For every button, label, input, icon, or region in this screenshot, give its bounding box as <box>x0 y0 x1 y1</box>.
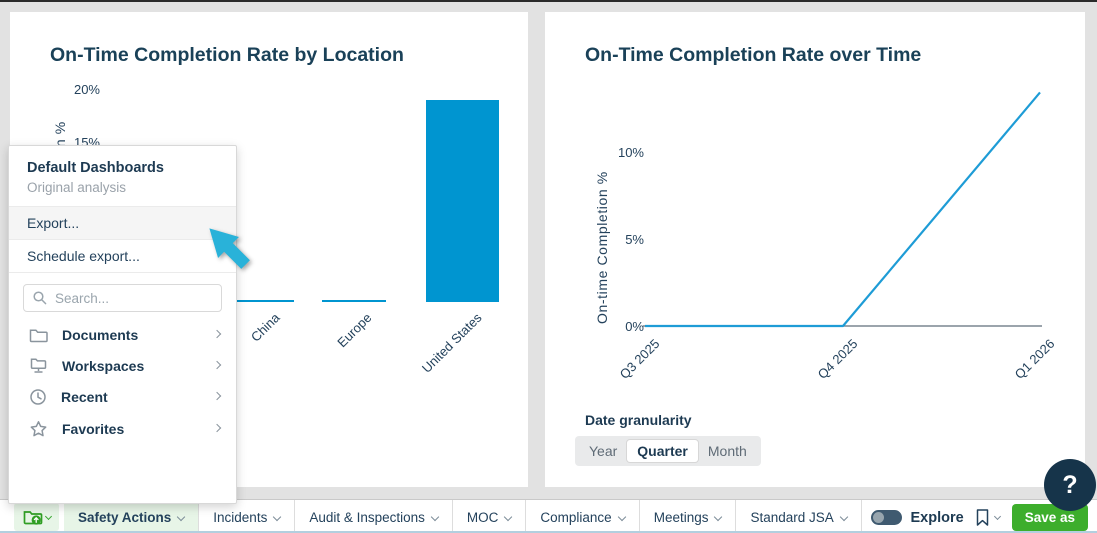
right-ytick-5: 5% <box>625 232 644 247</box>
time-chart-title: On-Time Completion Rate over Time <box>585 44 922 66</box>
chevron-down-icon <box>839 512 849 521</box>
chevron-right-icon <box>212 329 222 339</box>
dashboard-tab-bar: Safety Actions Incidents Audit & Inspect… <box>0 499 1097 533</box>
help-button[interactable]: ? <box>1044 459 1096 511</box>
granularity-quarter-button[interactable]: Quarter <box>627 440 698 462</box>
menu-item-label: Recent <box>61 389 108 405</box>
menu-item-recent[interactable]: Recent <box>9 381 236 413</box>
menu-item-label: Favorites <box>62 421 125 437</box>
menu-header: Default Dashboards <box>27 160 164 176</box>
explore-label: Explore <box>910 509 964 526</box>
granularity-year-button[interactable]: Year <box>589 443 618 459</box>
dashboard-dropdown-menu: Default Dashboards Original analysis Exp… <box>8 145 237 504</box>
chevron-down-icon <box>273 512 282 521</box>
search-icon <box>33 291 47 305</box>
tab-label: Meetings <box>653 510 709 525</box>
chevron-down-icon <box>177 512 186 521</box>
explore-toggle-group[interactable]: Explore <box>870 500 974 533</box>
green-folder-icon <box>23 510 42 525</box>
menu-search <box>23 284 222 312</box>
right-y-axis-label: On-time Completion % <box>594 171 610 324</box>
tab-label: Compliance <box>540 510 612 525</box>
search-input[interactable] <box>23 284 222 312</box>
granularity-month-button[interactable]: Month <box>707 443 747 459</box>
tab-meetings[interactable]: Meetings <box>640 500 737 533</box>
cursor-arrow <box>209 228 250 269</box>
menu-item-documents[interactable]: Documents <box>9 320 236 350</box>
menu-item-favorites[interactable]: Favorites <box>9 413 236 445</box>
save-as-button[interactable]: Save as <box>1011 504 1088 531</box>
clock-icon <box>30 389 46 405</box>
right-ytick-10: 10% <box>617 145 644 160</box>
tab-label: MOC <box>466 510 499 525</box>
menu-subheader: Original analysis <box>27 180 127 195</box>
star-icon <box>30 421 47 437</box>
dashboard-folder-button[interactable] <box>14 503 59 531</box>
chevron-down-icon <box>617 512 626 521</box>
chevron-down-icon <box>993 512 1001 521</box>
right-ytick-0: 0% <box>625 319 644 334</box>
tab-incidents[interactable]: Incidents <box>199 500 296 533</box>
menu-item-workspaces[interactable]: Workspaces <box>9 350 236 381</box>
tab-label: Safety Actions <box>78 510 172 525</box>
date-granularity-control: Year Quarter Month <box>575 436 761 466</box>
date-granularity-label: Date granularity <box>585 412 692 428</box>
menu-divider <box>9 239 236 240</box>
tab-standard-jsa[interactable]: Standard JSA <box>736 500 862 533</box>
location-chart-title: On-Time Completion Rate by Location <box>50 44 404 66</box>
schedule-export-menu-item[interactable]: Schedule export... <box>27 248 140 264</box>
menu-nav-list: Documents Workspaces Recent <box>9 320 236 445</box>
bookmark-icon <box>976 509 988 526</box>
tab-safety-actions[interactable]: Safety Actions <box>64 500 200 533</box>
window-bottom-edge <box>0 531 1097 533</box>
tab-label: Standard JSA <box>750 510 834 525</box>
bookmark-button[interactable] <box>974 500 1012 533</box>
tab-compliance[interactable]: Compliance <box>526 500 640 533</box>
tab-bar-spacer <box>862 500 871 533</box>
chevron-down-icon <box>430 512 440 521</box>
export-menu-item[interactable]: Export... <box>9 207 236 239</box>
menu-item-label: Documents <box>62 327 139 343</box>
tab-label: Incidents <box>213 510 268 525</box>
folder-icon <box>29 329 48 343</box>
tab-moc[interactable]: MOC <box>453 500 527 533</box>
menu-item-label: Workspaces <box>62 357 145 374</box>
explore-toggle[interactable] <box>870 510 902 525</box>
chevron-down-icon <box>44 512 52 520</box>
tab-audit-inspections[interactable]: Audit & Inspections <box>295 500 453 533</box>
chevron-down-icon <box>504 512 513 521</box>
menu-divider <box>9 206 236 207</box>
chevron-right-icon <box>212 391 222 401</box>
left-ytick-20: 20% <box>73 82 100 97</box>
chevron-right-icon <box>212 360 222 369</box>
chevron-right-icon <box>212 423 222 433</box>
toggle-knob <box>872 512 884 523</box>
tab-label: Audit & Inspections <box>309 510 425 525</box>
chevron-down-icon <box>714 512 723 521</box>
workspace-icon <box>30 358 47 373</box>
menu-divider <box>9 272 236 273</box>
